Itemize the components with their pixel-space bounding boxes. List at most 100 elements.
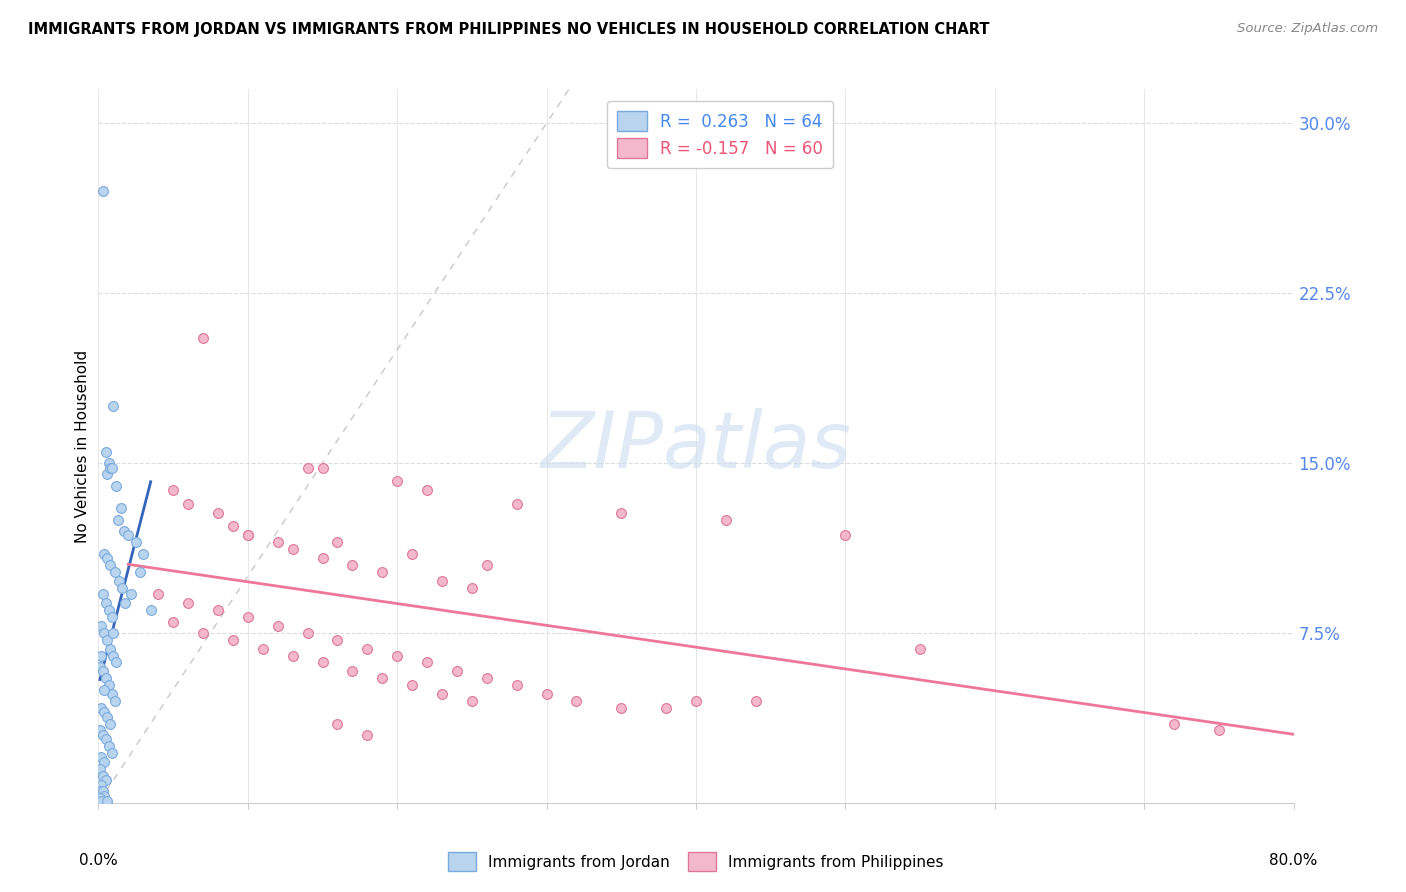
- Point: [91, 665, 114, 679]
- Point: [326, 716, 349, 731]
- Point: [162, 483, 184, 498]
- Point: [685, 694, 707, 708]
- Point: [297, 626, 319, 640]
- Point: [475, 671, 498, 685]
- Point: [93, 789, 115, 803]
- Point: [252, 641, 274, 656]
- Point: [96, 467, 118, 482]
- Point: [326, 632, 349, 647]
- Point: [94, 671, 117, 685]
- Point: [103, 400, 125, 414]
- Point: [281, 542, 304, 557]
- Point: [281, 648, 304, 663]
- Point: [714, 513, 737, 527]
- Point: [356, 641, 378, 656]
- Point: [90, 700, 112, 714]
- Point: [96, 632, 118, 647]
- Point: [90, 648, 112, 663]
- Point: [97, 603, 120, 617]
- Point: [506, 497, 529, 511]
- Point: [97, 456, 120, 470]
- Point: [162, 615, 184, 629]
- Point: [506, 678, 529, 692]
- Point: [236, 528, 259, 542]
- Point: [222, 519, 245, 533]
- Point: [96, 551, 118, 566]
- Point: [97, 739, 120, 754]
- Point: [98, 716, 122, 731]
- Point: [267, 535, 290, 549]
- Point: [94, 444, 117, 458]
- Point: [93, 547, 115, 561]
- Point: [105, 478, 128, 492]
- Point: [105, 656, 128, 670]
- Point: [311, 551, 333, 566]
- Point: [104, 565, 127, 579]
- Point: [430, 574, 453, 588]
- Point: [267, 619, 290, 633]
- Point: [89, 791, 111, 805]
- Point: [91, 784, 114, 798]
- Point: [101, 460, 124, 475]
- Text: 80.0%: 80.0%: [1270, 853, 1317, 868]
- Point: [326, 535, 349, 549]
- Point: [107, 513, 129, 527]
- Point: [114, 597, 136, 611]
- Point: [311, 460, 333, 475]
- Point: [536, 687, 558, 701]
- Point: [139, 603, 162, 617]
- Point: [125, 535, 148, 549]
- Point: [98, 641, 122, 656]
- Point: [94, 597, 117, 611]
- Point: [101, 746, 124, 760]
- Point: [98, 460, 122, 475]
- Point: [129, 565, 152, 579]
- Point: [177, 497, 200, 511]
- Point: [1163, 716, 1185, 731]
- Point: [110, 501, 132, 516]
- Point: [191, 331, 214, 345]
- Point: [89, 660, 111, 674]
- Point: [610, 700, 633, 714]
- Point: [342, 558, 364, 572]
- Point: [430, 687, 453, 701]
- Text: ZIPatlas: ZIPatlas: [540, 408, 852, 484]
- Point: [342, 665, 364, 679]
- Point: [94, 773, 117, 788]
- Point: [89, 762, 111, 776]
- Point: [461, 581, 484, 595]
- Point: [132, 547, 155, 561]
- Point: [148, 587, 170, 601]
- Point: [565, 694, 588, 708]
- Point: [91, 587, 114, 601]
- Point: [207, 603, 229, 617]
- Point: [371, 671, 394, 685]
- Point: [91, 184, 114, 198]
- Point: [236, 610, 259, 624]
- Point: [91, 728, 114, 742]
- Point: [207, 506, 229, 520]
- Point: [104, 694, 127, 708]
- Point: [655, 700, 678, 714]
- Text: 0.0%: 0.0%: [79, 853, 118, 868]
- Point: [610, 506, 633, 520]
- Point: [834, 528, 856, 542]
- Point: [401, 678, 423, 692]
- Point: [111, 581, 134, 595]
- Point: [446, 665, 468, 679]
- Point: [90, 778, 112, 792]
- Point: [356, 728, 378, 742]
- Point: [98, 558, 122, 572]
- Y-axis label: No Vehicles in Household: No Vehicles in Household: [75, 350, 90, 542]
- Point: [401, 547, 423, 561]
- Point: [385, 474, 409, 488]
- Point: [371, 565, 394, 579]
- Point: [385, 648, 409, 663]
- Point: [108, 574, 131, 588]
- Point: [96, 709, 118, 723]
- Point: [101, 687, 124, 701]
- Point: [120, 587, 142, 601]
- Point: [93, 626, 115, 640]
- Point: [91, 769, 114, 783]
- Legend: Immigrants from Jordan, Immigrants from Philippines: Immigrants from Jordan, Immigrants from …: [443, 847, 949, 877]
